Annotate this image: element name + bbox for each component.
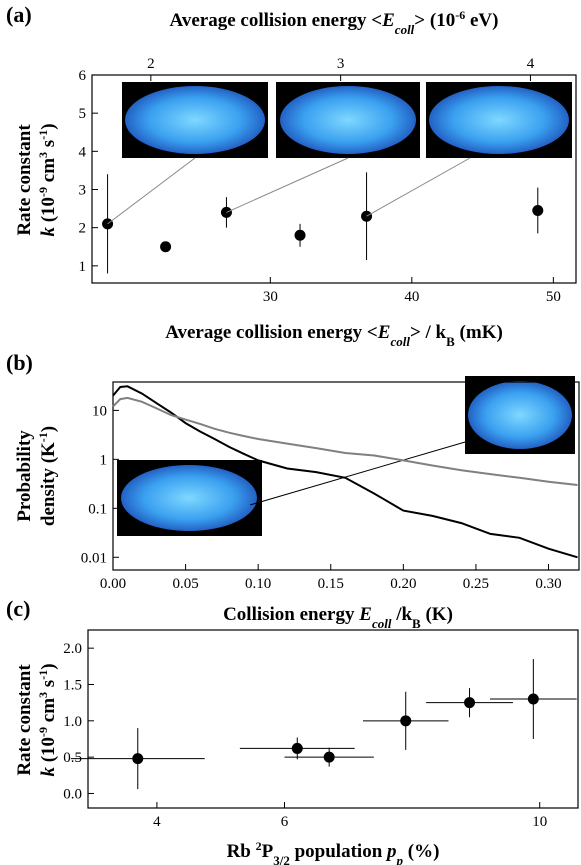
x-tick-label: 0.15 (318, 576, 344, 592)
x-tick-label: 0.20 (390, 576, 416, 592)
y-tick-label: 1.5 (63, 677, 82, 693)
y-tick-label: 4 (79, 144, 87, 160)
x-tick-label: 10 (532, 814, 547, 830)
y-tick-label: 6 (79, 68, 87, 84)
x-tick-label: 6 (281, 814, 289, 830)
data-point (532, 204, 544, 216)
x-tick-label: 0.00 (100, 576, 126, 592)
x-tick-label: 0.05 (172, 576, 198, 592)
y-tick-label: 0.1 (88, 501, 107, 517)
data-point (132, 753, 144, 765)
y-axis-label: Rate constant k (10-9 cm3 s-1) (14, 123, 59, 236)
data-point (291, 742, 303, 754)
data-line (112, 385, 578, 559)
x-tick-label: 30 (263, 289, 278, 305)
plots: 30 40 50 2 3 4 1 2 3 4 5 6 0.00 0.05 0.10 0.15 0.20 0.25 0… (63, 56, 580, 830)
x-tick-label: 40 (404, 289, 419, 305)
data-line (112, 396, 578, 486)
y-tick-label: 1 (79, 259, 87, 275)
y-label-line: Rate constant (14, 124, 35, 236)
inset-image (122, 82, 268, 158)
y-label-line: density (K-1) (36, 426, 59, 526)
x-axis-label: Collision energy Ecoll /kB (K) (223, 604, 453, 631)
x-tick-label: 0.25 (463, 576, 489, 592)
plot-frame (91, 74, 577, 284)
y-tick-label: 2 (79, 221, 87, 237)
y-label-line: Probability (14, 430, 35, 522)
data-point (294, 229, 306, 241)
x2-tick-label: 2 (147, 56, 155, 72)
x-tick-label: 0.10 (245, 576, 271, 592)
inset-image (465, 376, 575, 454)
inset-image (426, 82, 572, 158)
data-point (323, 751, 335, 763)
y-tick-label: 0.01 (81, 550, 107, 566)
y-axis-label: Rate constant k (10-9 cm3 s-1) (14, 663, 59, 776)
inset-connector (226, 157, 349, 213)
y-tick-label: 3 (79, 182, 87, 198)
plot-frame (87, 629, 579, 809)
inset-image (276, 82, 420, 158)
x2-tick-label: 3 (337, 56, 345, 72)
plot-frame (112, 381, 580, 571)
x-tick-label: 0.30 (535, 576, 561, 592)
panel-label: (b) (6, 350, 33, 375)
data-point (527, 693, 539, 705)
y-tick-label: 1 (100, 452, 108, 468)
x2-axis-label: Average collision energy <Ecoll> (10-6 e… (170, 8, 499, 37)
y-tick-label: 0.0 (63, 786, 82, 802)
y-label-line: k (10-9 cm3 s-1) (36, 123, 59, 236)
x-tick-label: 50 (546, 289, 561, 305)
y-axis-label: Probability density (K-1) (14, 426, 59, 526)
panel-label: (c) (6, 596, 30, 621)
inset-image (117, 460, 262, 536)
data-point (464, 697, 476, 709)
y-label-line: Rate constant (14, 664, 35, 776)
x-axis-label: Average collision energy <Ecoll> / kB (m… (165, 322, 503, 349)
inset-connector (249, 439, 473, 506)
y-label-line: k (10-9 cm3 s-1) (36, 663, 59, 776)
panel-label: (a) (6, 2, 32, 27)
y-tick-label: 10 (92, 403, 107, 419)
y-tick-label: 1.0 (63, 714, 82, 730)
data-point (400, 715, 412, 727)
x-tick-label: 4 (153, 814, 161, 830)
data-point (160, 241, 172, 253)
y-tick-label: 2.0 (63, 641, 82, 657)
y-tick-label: 5 (79, 106, 87, 122)
x2-tick-label: 4 (527, 56, 535, 72)
x-axis-label: Rb 2P3/2 population pp (%) (227, 839, 440, 865)
inset-connector (107, 157, 196, 225)
inset-connector (366, 157, 471, 217)
